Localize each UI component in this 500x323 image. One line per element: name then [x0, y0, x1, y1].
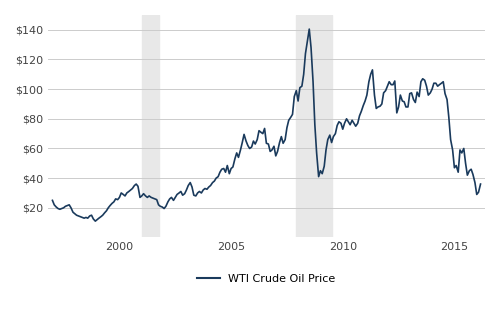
- Bar: [142, 15, 158, 237]
- Bar: [296, 15, 332, 237]
- Legend: WTI Crude Oil Price: WTI Crude Oil Price: [193, 270, 340, 289]
